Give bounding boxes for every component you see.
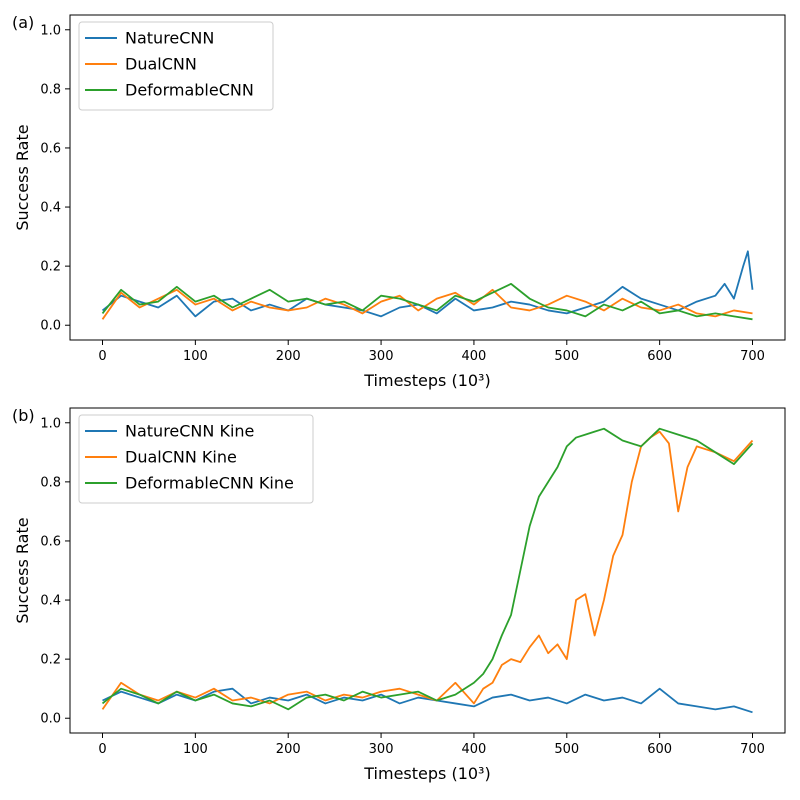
y-tick-label: 0.8 (40, 475, 61, 490)
y-tick-label: 1.0 (40, 23, 61, 38)
y-tick-label: 0.4 (40, 201, 61, 216)
y-tick-label: 0.0 (40, 712, 61, 727)
series-line-naturecnn-kine (102, 687, 753, 714)
y-tick-label: 0.6 (40, 141, 61, 156)
series-line-deformablecnn (101, 282, 753, 321)
y-tick-label: 0.2 (40, 260, 61, 275)
x-tick-label: 0 (98, 349, 106, 364)
legend-box (78, 414, 314, 504)
legend-entry: DualCNN Kine (125, 448, 237, 467)
panel-label: (a) (12, 13, 34, 32)
legend-entry: DeformableCNN Kine (125, 474, 294, 493)
chart-panel-b: (b) 0 100 200 300 400 500 600 700 0.0 0.2 0.4 0.6 0.8… (12, 406, 786, 783)
series-line-dualcnn (101, 288, 753, 320)
legend-entry: NatureCNN Kine (125, 422, 254, 441)
y-axis-label: Success Rate (13, 124, 32, 230)
legend: NatureCNN Kine DualCNN Kine DeformableCNN … (78, 414, 314, 504)
y-axis-label: Success Rate (13, 517, 32, 623)
x-tick-label: 300 (369, 349, 394, 364)
x-tick-label: 200 (276, 742, 301, 757)
series-line-deformablecnn-kine (101, 427, 754, 711)
series-group (101, 427, 754, 714)
x-tick-label: 500 (554, 742, 579, 757)
x-tick-label: 100 (183, 349, 208, 364)
y-tick-label: 0.0 (40, 319, 61, 334)
axes-frame (69, 407, 786, 734)
legend-entry: DualCNN (125, 55, 197, 74)
x-tick-label: 600 (647, 349, 672, 364)
x-tick-label: 300 (369, 742, 394, 757)
legend-entry: DeformableCNN (125, 81, 254, 100)
panel-label: (b) (12, 406, 35, 425)
chart-panel-a: (a) 0 100 200 300 400 500 600 700 0.0 0.2 0.4 0.6 0.8… (12, 13, 786, 390)
legend-box (78, 21, 274, 111)
x-tick-label: 600 (647, 742, 672, 757)
x-tick-label: 100 (183, 742, 208, 757)
x-tick-label: 400 (462, 349, 487, 364)
x-tick-label: 700 (740, 742, 765, 757)
axes-frame (69, 14, 786, 341)
x-tick-label: 400 (462, 742, 487, 757)
x-tick-label: 500 (554, 349, 579, 364)
x-tick-label: 0 (98, 742, 106, 757)
x-axis-label: Timesteps (10³) (363, 371, 490, 390)
series-group (101, 250, 754, 321)
x-axis-label: Timesteps (10³) (363, 764, 490, 783)
y-tick-label: 0.6 (40, 534, 61, 549)
x-tick-label: 700 (740, 349, 765, 364)
legend: NatureCNN DualCNN DeformableCNN (78, 21, 274, 111)
y-tick-label: 0.8 (40, 82, 61, 97)
y-tick-label: 0.2 (40, 653, 61, 668)
y-tick-label: 1.0 (40, 416, 61, 431)
x-tick-label: 200 (276, 349, 301, 364)
y-tick-label: 0.4 (40, 594, 61, 609)
legend-entry: NatureCNN (125, 29, 214, 48)
